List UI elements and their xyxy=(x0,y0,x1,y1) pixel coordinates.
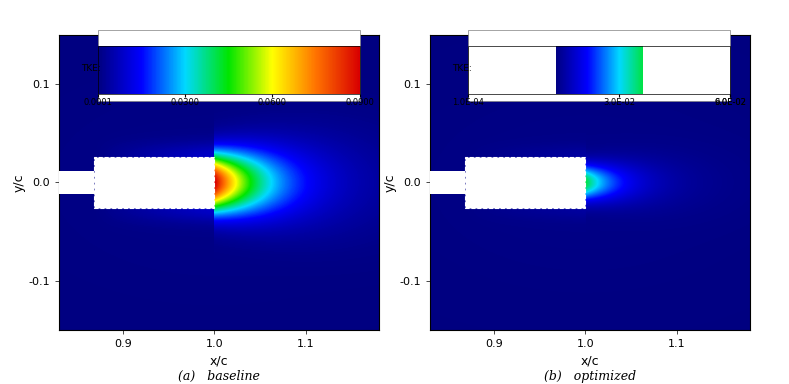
Text: TKE:: TKE: xyxy=(81,64,101,73)
Text: TKE:: TKE: xyxy=(452,64,472,73)
Bar xyxy=(59,170,94,194)
X-axis label: x/c: x/c xyxy=(210,355,228,368)
Text: (a)   baseline: (a) baseline xyxy=(178,370,260,383)
Y-axis label: y/c: y/c xyxy=(13,173,26,192)
Y-axis label: y/c: y/c xyxy=(383,173,397,192)
Bar xyxy=(430,170,465,194)
Text: (b)   optimized: (b) optimized xyxy=(544,370,636,383)
Bar xyxy=(94,157,215,208)
X-axis label: x/c: x/c xyxy=(581,355,599,368)
Bar xyxy=(465,157,585,208)
